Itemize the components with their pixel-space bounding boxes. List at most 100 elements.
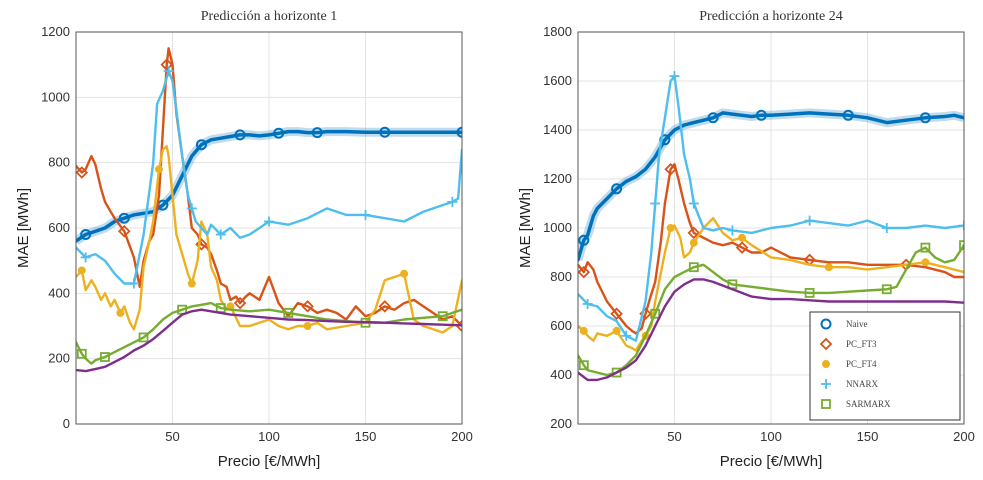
data-point-marker [273,127,285,139]
legend-entry: Naive [846,319,868,329]
x-tick-label: 200 [953,429,975,444]
data-point-marker [195,139,207,151]
series-line-unnamed [76,308,462,373]
data-point-marker [650,308,661,319]
data-point-marker [187,279,196,288]
legend-marker [821,399,831,409]
data-point-marker [689,238,698,247]
legend-marker [821,379,831,389]
data-point-marker [100,352,110,362]
data-point-marker [881,284,892,295]
data-point-marker [400,269,409,278]
data-point-marker [919,112,931,124]
data-point-marker [664,162,677,176]
chart-panel-1: 0 200 400 600 800 1000 1200 50 100 150 200 Predicci… [15,9,473,470]
data-point-marker [842,109,854,121]
x-tick-label: 150 [355,429,377,444]
series-group [578,71,964,382]
data-point-marker [186,203,197,214]
data-point-marker [959,240,964,251]
series-group [76,47,462,373]
y-tick-label: 400 [48,285,70,300]
data-point-marker [234,129,246,141]
y-tick-label: 600 [48,220,70,235]
data-point-marker [378,300,392,313]
data-point-marker [283,308,294,318]
y-tick-label: 1000 [543,220,572,235]
x-tick-label: 100 [760,429,782,444]
data-point-marker [116,308,125,317]
data-point-marker [738,233,747,242]
legend-entry: SARMARX [846,399,891,409]
x-axis-label: Precio [€/MWh] [720,453,823,470]
data-point-marker [215,229,226,240]
data-point-marker [456,126,462,138]
series-line-PC_FT4 [578,216,964,352]
y-tick-label: 1600 [543,73,572,88]
x-tick-label: 100 [258,429,280,444]
data-point-marker [80,229,92,241]
legend-entry: PC_FT4 [846,359,877,369]
data-point-marker [128,278,139,289]
data-point-marker [160,58,173,71]
data-point-marker [824,263,833,272]
x-tick-label: 200 [451,429,473,444]
data-point-marker [804,288,815,298]
data-point-marker [163,66,174,77]
data-point-marker [920,242,931,253]
data-point-marker [735,241,749,254]
data-point-marker [360,209,371,220]
axes-frame [75,31,463,425]
data-point-marker [579,326,588,335]
data-point-marker [921,258,930,267]
x-tick-label: 150 [857,429,879,444]
legend-marker [819,337,833,351]
data-point-marker [578,360,589,371]
data-point-marker [76,348,87,359]
data-point-marker [611,367,622,378]
y-tick-label: 400 [550,367,572,382]
series-line-PC_FT3 [578,163,964,335]
data-point-marker [578,234,590,246]
data-point-marker [76,166,89,179]
data-point-marker [447,196,458,207]
legend-entry: PC_FT3 [846,339,877,349]
data-point-marker [437,311,448,322]
data-point-marker [707,112,719,124]
data-point-marker [379,126,391,138]
x-tick-label: 50 [667,429,681,444]
data-point-marker [669,71,680,82]
chart-panel-2: 200 400 600 800 1000 1200 1400 1600 1800 50 100 150… [517,9,975,470]
data-point-marker [138,332,149,343]
chart-title: Predicción a horizonte 24 [699,9,842,24]
y-axis-label: MAE [MWh] [517,188,534,268]
data-point-marker [80,252,91,263]
data-point-marker [650,198,661,209]
data-point-marker [611,183,623,195]
y-tick-label: 200 [48,351,70,366]
y-tick-label: 1200 [41,24,70,39]
data-point-marker [881,223,892,233]
series-line-NNARX [578,74,964,342]
y-axis-label: MAE [MWh] [15,188,32,268]
legend-box [809,311,961,421]
data-point-marker [311,127,323,139]
data-point-marker [154,165,163,174]
legend-marker [820,318,832,330]
data-point-marker [195,238,208,251]
y-tick-label: 800 [550,269,572,284]
legend-entry: NNARX [846,379,879,389]
data-point-marker [621,330,632,341]
data-point-marker [666,224,675,232]
y-tick-label: 0 [63,416,70,431]
data-point-marker [578,265,591,279]
data-point-marker [688,198,699,209]
x-axis-label: Precio [€/MWh] [218,453,321,470]
y-tick-label: 600 [550,318,572,333]
data-point-marker [77,266,86,275]
legend: Naive PC_FT3 PC_FT4 NNARX SARMARX [809,311,961,421]
y-tick-label: 1200 [543,171,572,186]
axes-frame [577,31,965,425]
data-point-marker [612,326,621,335]
x-tick-label: 50 [165,429,179,444]
